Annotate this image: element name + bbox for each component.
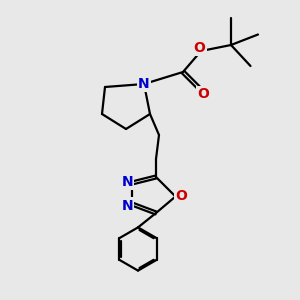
Text: N: N	[138, 77, 150, 91]
Text: N: N	[122, 199, 133, 212]
Text: O: O	[194, 41, 206, 55]
Text: N: N	[122, 175, 133, 188]
Text: O: O	[175, 190, 187, 203]
Text: O: O	[197, 88, 209, 101]
